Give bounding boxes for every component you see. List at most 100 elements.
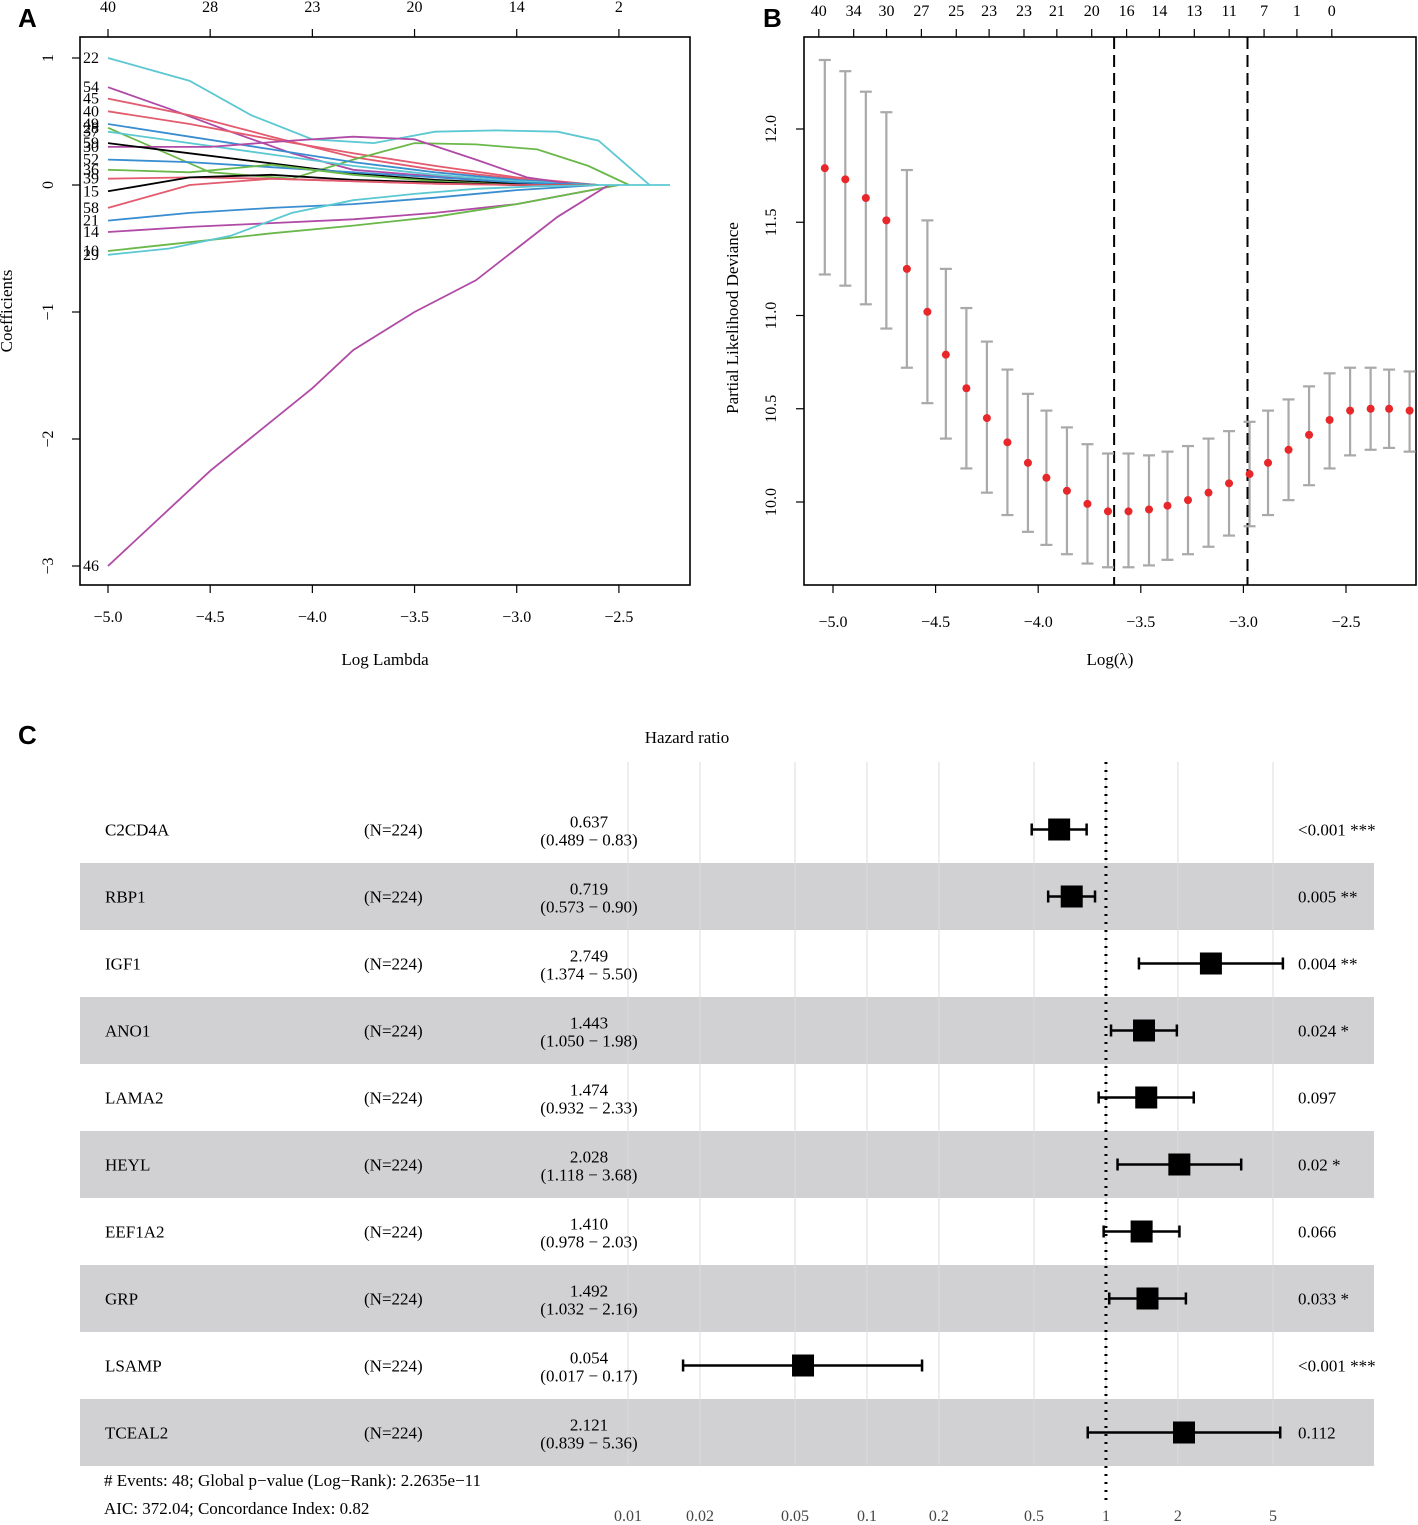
cv-point <box>841 175 850 184</box>
panel-a-path-label: 36 <box>83 162 99 179</box>
panel-a-toptick-label: 28 <box>202 0 218 16</box>
forest-n-label: (N=224) <box>364 1424 423 1443</box>
forest-ci-value: (1.118 − 3.68) <box>541 1166 638 1185</box>
forest-ci-value: (0.932 − 2.33) <box>540 1099 637 1118</box>
panel-label-a: A <box>18 3 37 33</box>
cv-point <box>882 216 891 225</box>
cv-point <box>1225 479 1234 488</box>
forest-p-value: <0.001 *** <box>1298 1357 1376 1376</box>
cv-point <box>1245 470 1254 479</box>
forest-hr-value: 0.054 <box>570 1349 609 1368</box>
forest-p-value: 0.004 ** <box>1298 955 1358 974</box>
forest-p-value: <0.001 *** <box>1298 821 1376 840</box>
forest-row-eef1a2: EEF1A2 (N=224) 1.410(0.978 − 2.03) 0.066 <box>105 1215 1336 1252</box>
panel-a-ytick-label: −2 <box>40 430 57 447</box>
forest-xtick-label: 0.01 <box>614 1508 642 1525</box>
forest-p-value: 0.066 <box>1298 1223 1336 1242</box>
panel-a-xtick-label: −5.0 <box>93 609 122 626</box>
forest-hr-marker <box>1048 818 1071 841</box>
panel-a-toptick-label: 2 <box>615 0 623 16</box>
forest-gene-label: IGF1 <box>105 955 141 974</box>
panel-b-ytick-label: 12.0 <box>763 115 780 143</box>
forest-xtick-label: 0.2 <box>929 1508 949 1525</box>
forest-row-igf1: IGF1 (N=224) 2.749(1.374 − 5.50) 0.004 ** <box>105 947 1358 984</box>
panel-label-c: C <box>18 720 37 750</box>
cv-point <box>1003 438 1012 447</box>
panel-b-toptick-label: 23 <box>981 3 997 20</box>
panel-b-toptick-label: 16 <box>1119 3 1135 20</box>
panel-b-xlabel: Log(λ) <box>1087 650 1134 669</box>
cv-point <box>820 164 829 173</box>
forest-row-c2cd4a: C2CD4A (N=224) 0.637(0.489 − 0.83) <0.001 *… <box>105 813 1376 850</box>
forest-xtick-label: 2 <box>1174 1508 1182 1525</box>
cv-point <box>1346 406 1355 415</box>
forest-hr-value: 2.028 <box>570 1148 608 1167</box>
panel-a-path-label: 39 <box>83 171 99 188</box>
panel-b-toptick-label: 1 <box>1293 3 1301 20</box>
panel-b-marks <box>818 37 1416 585</box>
panel-b-xtick-label: −4.5 <box>921 614 950 631</box>
cv-point <box>861 194 870 203</box>
cv-point <box>1023 458 1032 467</box>
cv-point <box>1062 486 1071 495</box>
forest-p-value: 0.024 * <box>1298 1022 1349 1041</box>
forest-gene-label: LAMA2 <box>105 1089 164 1108</box>
forest-ci-value: (1.374 − 5.50) <box>540 965 637 984</box>
cv-point <box>1204 488 1213 497</box>
panel-a-path-label: 10 <box>83 243 99 260</box>
panel-a-coefficient-paths: A −5.0 −4.5 −4.0 −3.5 −3.0 −2.540 28 23 20 14 210−… <box>0 0 691 669</box>
cv-point <box>1366 404 1375 413</box>
panel-a-toptick-label: 20 <box>407 0 423 16</box>
forest-n-label: (N=224) <box>364 1156 423 1175</box>
forest-hr-value: 1.474 <box>570 1081 609 1100</box>
panel-c-forest-plot: C Hazard ratio C2CD4A (N=224) 0.637(0.489 … <box>18 720 1376 1525</box>
panel-a-path-label: 30 <box>83 139 99 156</box>
forest-ci-value: (0.978 − 2.03) <box>540 1233 637 1252</box>
cv-point <box>941 350 950 359</box>
forest-xtick-label: 0.5 <box>1024 1508 1044 1525</box>
cv-point <box>1284 445 1293 454</box>
panel-a-xlabel: Log Lambda <box>341 650 429 669</box>
panel-b-toptick-label: 13 <box>1186 3 1202 20</box>
coef-path-58 <box>107 177 599 209</box>
coef-path-45 <box>107 97 599 186</box>
forest-hr-marker <box>1136 1287 1159 1310</box>
forest-row-tceal2: TCEAL2 (N=224) 2.121(0.839 − 5.36) 0.112 <box>105 1416 1336 1453</box>
panel-a-path-label: 21 <box>83 213 99 230</box>
forest-p-value: 0.005 ** <box>1298 888 1358 907</box>
panel-b-toptick-label: 21 <box>1049 3 1065 20</box>
forest-gene-label: HEYL <box>105 1156 150 1175</box>
cv-point <box>923 307 932 316</box>
forest-rows: C2CD4A (N=224) 0.637(0.489 − 0.83) <0.001 *… <box>105 813 1376 1453</box>
forest-ci-value: (1.032 − 2.16) <box>540 1300 637 1319</box>
forest-n-label: (N=224) <box>364 1290 423 1309</box>
forest-p-value: 0.112 <box>1298 1424 1336 1443</box>
cv-point <box>1405 406 1414 415</box>
forest-n-label: (N=224) <box>364 955 423 974</box>
cv-point <box>1145 505 1154 514</box>
forest-gene-label: EEF1A2 <box>105 1223 165 1242</box>
cv-point <box>1183 496 1192 505</box>
forest-hr-marker <box>792 1354 815 1377</box>
cv-point <box>1042 473 1051 482</box>
forest-gene-label: C2CD4A <box>105 821 170 840</box>
forest-ci-value: (0.017 − 0.17) <box>540 1367 637 1386</box>
cv-point <box>1385 404 1394 413</box>
panel-a-ylabel: Coefficients <box>0 270 16 353</box>
coef-path-28 <box>107 126 630 186</box>
forest-hr-value: 1.492 <box>570 1282 608 1301</box>
panel-b-xtick-label: −3.0 <box>1229 614 1258 631</box>
forest-n-label: (N=224) <box>364 1022 423 1041</box>
panel-b-xtick-label: −4.0 <box>1024 614 1053 631</box>
panel-a-path-label: 49 <box>83 116 99 133</box>
panel-a-ytick-label: 0 <box>40 181 57 189</box>
panel-a-path-label: 37 <box>83 124 99 141</box>
panel-a-xtick-label: −4.5 <box>196 609 225 626</box>
panel-b-toptick-label: 25 <box>948 3 964 20</box>
forest-gene-label: GRP <box>105 1290 138 1309</box>
panel-a-path-label: 45 <box>83 91 99 108</box>
panel-a-toptick-label: 40 <box>100 0 116 16</box>
forest-ci-value: (0.573 − 0.90) <box>540 898 637 917</box>
coef-path-30 <box>108 135 579 186</box>
